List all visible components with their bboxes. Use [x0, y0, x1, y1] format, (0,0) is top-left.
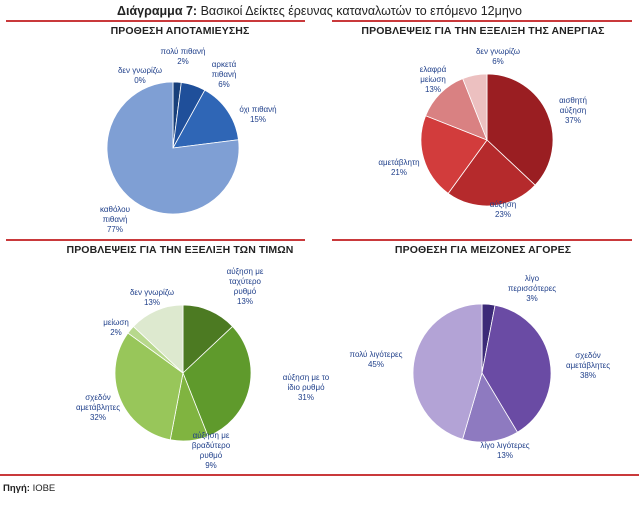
pie-slice-αύξηση-με-ταχύτερο-ρυθμό [182, 304, 234, 374]
middle-rule-right [332, 239, 632, 241]
pie-slice-όχι-πιθανή [172, 89, 239, 149]
pie-slice-δεν-γνωρίζω [132, 304, 184, 374]
panel-title-major-purchases: ΠΡΟΘΕΣΗ ΓΙΑ ΜΕΙΖΟΝΕΣ ΑΓΟΡΕΣ [394, 244, 572, 256]
slice-label-δεν-γνωρίζω: δεν γνωρίζω 6% [476, 47, 520, 66]
slice-label-αύξηση: αύξηση 23% [490, 200, 516, 219]
source-label: Πηγή: [3, 483, 30, 494]
slice-label-αρκετά-πιθανή: αρκετά πιθανή 6% [212, 60, 237, 89]
slice-label-ελαφρά-μείωση: ελαφρά μείωση 13% [420, 65, 447, 94]
slice-label-όχι-πιθανή: όχι πιθανή 15% [239, 105, 276, 124]
pie-slice-αισθητή-αύξηση [486, 73, 554, 186]
slice-label-λίγο-λιγότερες: λίγο λιγότερες 13% [480, 441, 529, 460]
panel-title-prices: ΠΡΟΒΛΕΨΕΙΣ ΓΙΑ ΤΗΝ ΕΞΕΛΙΞΗ ΤΩΝ ΤΙΜΩΝ [66, 244, 294, 256]
source-note: Πηγή: ΙΟΒΕ [3, 483, 55, 494]
top-rule-right [332, 20, 632, 22]
top-rule-left [6, 20, 305, 22]
pie-slice-σχεδόν-αμετάβλητες [114, 332, 184, 441]
figure-title-text: Βασικοί Δείκτες έρευνας καταναλωτών το ε… [200, 4, 522, 18]
bottom-rule [0, 474, 639, 476]
slice-label-αισθητή-αύξηση: αισθητή αύξηση 37% [559, 96, 587, 125]
source-value: ΙΟΒΕ [32, 483, 56, 494]
slice-label-αύξηση-με-βραδύτερο-ρυθμό: αύξηση με βραδύτερο ρυθμό 9% [192, 431, 231, 470]
pie-slice-λίγο-λιγότερες [462, 372, 518, 443]
slice-label-σχεδόν-αμετάβλητες: σχεδόν αμετάβλητες 32% [76, 393, 120, 422]
slice-label-αύξηση-με-το-ίδιο-ρυθμό: αύξηση με το ίδιο ρυθμό 31% [283, 373, 330, 402]
middle-rule-left [6, 239, 305, 241]
pie-slice-αμετάβλητη [420, 115, 488, 194]
slice-label-πολύ-λιγότερες: πολύ λιγότερες 45% [350, 350, 403, 369]
figure-label: Διάγραμμα 7: [117, 4, 198, 18]
figure-title: Διάγραμμα 7: Βασικοί Δείκτες έρευνας κατ… [0, 4, 639, 18]
panel-title-savings: ΠΡΟΘΕΣΗ ΑΠΟΤΑΜΙΕΥΣΗΣ [110, 25, 250, 37]
slice-label-δεν-γνωρίζω: δεν γνωρίζω 13% [130, 288, 174, 307]
panel-title-unemployment: ΠΡΟΒΛΕΨΕΙΣ ΓΙΑ ΤΗΝ ΕΞΕΛΙΞΗ ΤΗΣ ΑΝΕΡΓΙΑΣ [361, 25, 605, 37]
pie-slice-καθόλου-πιθανή [106, 81, 240, 215]
slice-label-δεν-γνωρίζω: δεν γνωρίζω 0% [118, 66, 162, 85]
pie-slice-αύξηση [447, 139, 536, 207]
slice-label-αμετάβλητη: αμετάβλητη 21% [378, 158, 419, 177]
slice-label-λίγο-περισσότερες: λίγο περισσότερες 3% [508, 274, 556, 303]
pie-slice-πολύ-λιγότερες [412, 303, 483, 440]
pie-slice-αύξηση-με-το-ίδιο-ρυθμό [182, 325, 252, 437]
pie-slice-σχεδόν-αμετάβλητες [481, 304, 552, 433]
pie-slice-δεν-γνωρίζω [462, 73, 488, 141]
slice-label-καθόλου-πιθανή: καθόλου πιθανή 77% [100, 205, 130, 234]
slice-label-σχεδόν-αμετάβλητες: σχεδόν αμετάβλητες 38% [566, 351, 610, 380]
slice-label-πολύ-πιθανή: πολύ πιθανή 2% [161, 47, 206, 66]
slice-label-μείωση: μείωση 2% [103, 318, 129, 337]
slice-label-αύξηση-με-ταχύτερο-ρυθμό: αύξηση με ταχύτερο ρυθμό 13% [227, 267, 264, 306]
